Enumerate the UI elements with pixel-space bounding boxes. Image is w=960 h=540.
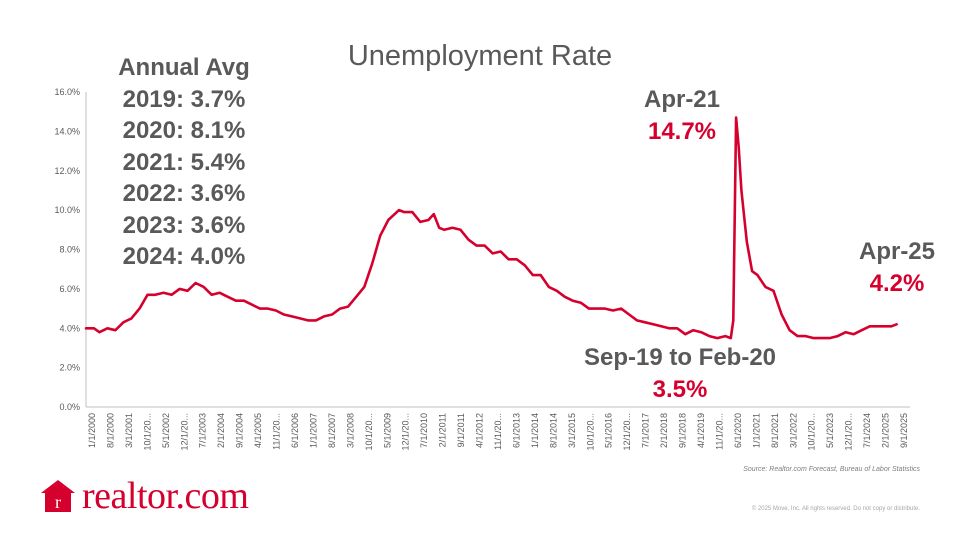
x-tick-label: 3/1/2001 (124, 413, 134, 448)
annual-average-line: 2019: 3.7% (122, 85, 246, 113)
x-tick-label: 2/1/2004 (216, 413, 226, 448)
x-tick-label: 4/1/2012 (475, 413, 485, 448)
latest-callout-label: Apr-25 (858, 238, 936, 265)
chart-title: Unemployment Rate (347, 40, 613, 72)
x-tick-label: 8/1/2014 (548, 413, 558, 448)
peak-callout-label: Apr-21 (643, 86, 721, 113)
x-tick-label: 2/1/2011 (438, 413, 448, 447)
y-tick-label: 12.0% (54, 166, 80, 176)
x-tick-label: 2/1/2018 (659, 413, 669, 448)
x-tick-label: 7/1/2024 (862, 413, 872, 448)
x-tick-label: 3/1/2008 (345, 413, 355, 448)
pre-pandemic-callout: Sep-19 to Feb-20 3.5% (560, 342, 800, 406)
y-tick-label: 2.0% (59, 363, 80, 373)
x-tick-label: 7/1/2017 (641, 413, 651, 448)
x-tick-label: 8/1/2000 (105, 413, 115, 448)
y-axis-ticks: 0.0% 2.0% 4.0% 6.0% 8.0% 10.0% 12.0% 14.0% 16.0% (54, 87, 80, 412)
x-tick-label: 12/1/20... (622, 413, 632, 451)
x-tick-label: 10/1/20... (585, 413, 595, 451)
unemployment-rate-line (84, 116, 898, 340)
y-tick-label: 4.0% (59, 323, 80, 333)
x-tick-label: 1/1/2007 (308, 413, 318, 448)
x-tick-label: 9/1/2025 (899, 413, 909, 448)
x-tick-label: 12/1/20... (179, 413, 189, 451)
x-tick-label: 9/1/2011 (456, 413, 466, 447)
x-tick-label: 1/1/2021 (751, 413, 761, 448)
latest-callout-value: 4.2% (869, 270, 925, 297)
y-tick-label: 14.0% (54, 126, 80, 136)
pre-pandemic-callout-label: Sep-19 to Feb-20 (583, 344, 777, 371)
svg-text:r: r (55, 492, 61, 512)
source-note: Source: Realtor.com Forecast, Bureau of … (743, 466, 920, 473)
annual-average-heading: Annual Avg (118, 54, 250, 81)
y-tick-label: 10.0% (54, 205, 80, 215)
y-tick-label: 8.0% (59, 245, 80, 255)
x-tick-label: 12/1/20... (401, 413, 411, 451)
x-tick-label: 5/1/2023 (825, 413, 835, 448)
x-tick-label: 5/1/2016 (604, 413, 614, 448)
x-tick-label: 6/1/2020 (733, 413, 743, 448)
house-r-icon: r (41, 480, 75, 512)
x-tick-label: 8/1/2021 (770, 413, 780, 448)
y-tick-label: 16.0% (54, 87, 80, 97)
x-tick-label: 5/1/2009 (382, 413, 392, 448)
copyright-note: © 2025 Move, Inc. All rights reserved. D… (751, 506, 920, 512)
x-tick-label: 7/1/2010 (419, 413, 429, 448)
x-tick-label: 10/1/20... (364, 413, 374, 451)
peak-callout: Apr-21 14.7% (622, 84, 742, 148)
latest-callout: Apr-25 4.2% (842, 236, 952, 300)
x-tick-label: 4/1/2005 (253, 413, 263, 448)
x-axis-ticks: 1/1/2000 8/1/2000 3/1/2001 10/1/20... 5/1/20… (87, 413, 909, 451)
x-tick-label: 9/1/2018 (678, 413, 688, 448)
peak-callout-value: 14.7% (647, 118, 717, 145)
x-tick-label: 6/1/2013 (511, 413, 521, 448)
annual-average-line: 2022: 3.6% (122, 180, 246, 207)
x-tick-label: 6/1/2006 (290, 413, 300, 448)
x-tick-label: 2/1/2025 (881, 413, 891, 448)
realtor-logo: r realtor.com (40, 474, 249, 518)
x-tick-label: 5/1/2002 (161, 413, 171, 448)
x-tick-label: 11/1/20... (272, 413, 282, 450)
x-tick-label: 9/1/2004 (235, 413, 245, 448)
x-tick-label: 10/1/20... (807, 413, 817, 451)
x-tick-label: 4/1/2019 (696, 413, 706, 448)
pre-pandemic-callout-value: 3.5% (652, 376, 708, 403)
annual-average-box: Annual Avg 2019: 3.7% 2020: 8.1% 2021: 5… (96, 52, 272, 273)
x-tick-label: 1/1/2000 (87, 413, 97, 448)
x-tick-label: 10/1/20... (142, 413, 152, 451)
x-tick-label: 3/1/2022 (788, 413, 798, 448)
x-tick-label: 1/1/2014 (530, 413, 540, 448)
x-tick-label: 3/1/2015 (567, 413, 577, 448)
annual-average-line: 2024: 4.0% (122, 243, 246, 270)
x-tick-label: 11/1/20... (493, 413, 503, 450)
x-tick-label: 11/1/20... (714, 413, 724, 450)
y-tick-label: 0.0% (59, 402, 80, 412)
x-tick-label: 7/1/2003 (198, 413, 208, 448)
annual-average-line: 2021: 5.4% (122, 148, 246, 176)
annual-average-line: 2020: 8.1% (122, 117, 246, 144)
y-tick-label: 6.0% (59, 284, 80, 294)
x-tick-label: 8/1/2007 (327, 413, 337, 448)
brand-name: realtor.com (82, 475, 249, 517)
x-tick-label: 12/1/20... (844, 413, 854, 451)
annual-average-line: 2023: 3.6% (122, 211, 246, 239)
